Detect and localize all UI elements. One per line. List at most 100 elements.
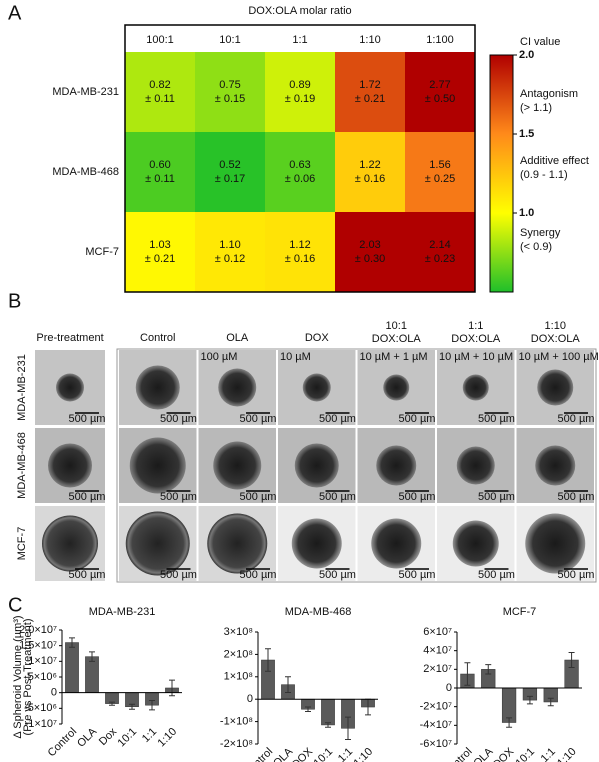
scale-bar-label: 500 µm	[69, 413, 106, 425]
y-tick-label: 0	[446, 682, 452, 694]
heat-cell	[265, 52, 335, 132]
y-tick-label: -6×10⁷	[420, 738, 452, 750]
x-tick-label: 1:10	[156, 726, 180, 750]
cell-error: ± 0.21	[145, 253, 176, 265]
scale-bar-label: 500 µm	[240, 413, 277, 425]
y-tick-label: 2.0×10⁷	[19, 624, 57, 636]
error-bar	[169, 679, 175, 697]
column-label: 1:10	[359, 34, 380, 46]
spheroid	[535, 445, 576, 486]
error-bar	[89, 651, 95, 662]
cell-value: 1.12	[289, 239, 310, 251]
x-tick-label: 1:10	[352, 746, 376, 762]
colorbar-annotation: Antagonism	[520, 88, 578, 100]
heat-cell	[405, 212, 475, 292]
spheroid	[129, 437, 186, 494]
row-label: MCF-7	[85, 246, 119, 258]
y-axis-label: Δ Spheroid Volume (µm³)	[12, 615, 24, 738]
spheroid	[525, 513, 586, 574]
spheroid	[207, 513, 268, 574]
error-bar	[265, 648, 271, 672]
chart-title: MDA-MB-468	[285, 606, 352, 618]
x-tick-label: 10:1	[312, 746, 336, 762]
cell-error: ± 0.17	[215, 173, 246, 185]
cell-error: ± 0.19	[285, 93, 316, 105]
scale-bar-label: 500 µm	[240, 491, 277, 503]
row-header: MDA-MB-231	[16, 354, 28, 421]
cell-value: 0.82	[149, 79, 170, 91]
cell-value: 0.52	[219, 159, 240, 171]
colorbar-annotation: (< 0.9)	[520, 241, 552, 253]
error-bar	[485, 664, 492, 675]
dose-label: 10 µM + 1 µM	[360, 351, 428, 363]
spheroid	[125, 511, 190, 576]
scale-bar-label: 500 µm	[319, 569, 356, 581]
panel-label: B	[8, 290, 21, 312]
spheroid	[537, 369, 574, 406]
column-header: Control	[140, 332, 175, 344]
cell-value: 0.75	[219, 79, 240, 91]
column-header: OLA	[226, 332, 249, 344]
heat-cell	[335, 212, 405, 292]
dose-label: 10 µM + 10 µM	[439, 351, 513, 363]
scale-bar-label: 500 µm	[160, 491, 197, 503]
colorbar	[489, 54, 514, 293]
scale-bar-label: 500 µm	[160, 569, 197, 581]
cell-error: ± 0.30	[355, 253, 386, 265]
cell-error: ± 0.25	[425, 173, 456, 185]
spheroid	[218, 368, 257, 407]
y-axis-label: (Pre vs Post-Treatment)	[22, 619, 34, 736]
heat-cell	[265, 132, 335, 212]
error-bar	[69, 637, 75, 648]
x-tick-label: OLA	[75, 725, 100, 750]
scale-bar-label: 500 µm	[69, 491, 106, 503]
heat-cell	[335, 52, 405, 132]
column-label: 1:1	[292, 34, 307, 46]
heat-cell	[195, 212, 265, 292]
error-bar	[526, 695, 533, 705]
scale-bar-label: 500 µm	[399, 491, 436, 503]
error-bar	[345, 716, 351, 741]
y-tick-label: 1×10⁷	[28, 655, 57, 667]
y-tick-label: -2×10⁸	[220, 738, 253, 750]
y-tick-label: -1×10⁷	[25, 718, 57, 730]
spheroid	[376, 445, 417, 486]
y-tick-label: 0	[247, 693, 253, 705]
scale-bar-label: 500 µm	[160, 413, 197, 425]
error-bar	[149, 700, 155, 711]
column-header: DOX:OLA	[372, 333, 422, 345]
y-tick-label: 0	[51, 687, 57, 699]
y-tick-label: 2×10⁷	[423, 663, 452, 675]
scale-bar-label: 500 µm	[240, 569, 277, 581]
panel-label: A	[8, 2, 22, 24]
cell-value: 2.03	[359, 239, 380, 251]
heatmap-frame	[124, 24, 476, 293]
cell-value: 2.77	[429, 79, 450, 91]
y-tick-label: 1×10⁸	[224, 671, 253, 683]
y-tick-label: 5×10⁶	[28, 671, 57, 683]
colorbar-annotation: (0.9 - 1.1)	[520, 169, 568, 181]
x-tick-label: 10:1	[116, 726, 140, 750]
row-label: MDA-MB-468	[52, 166, 119, 178]
cell-value: 2.14	[429, 239, 450, 251]
spheroid	[302, 373, 331, 402]
colorbar-title: CI value	[520, 36, 560, 48]
bar	[85, 656, 99, 693]
scale-bar-label: 500 µm	[319, 491, 356, 503]
cell-error: ± 0.15	[215, 93, 246, 105]
column-label: 1:100	[426, 34, 454, 46]
error-bar	[305, 706, 311, 713]
spheroid	[371, 518, 422, 569]
error-bar	[547, 697, 554, 707]
y-tick-label: 1.5×10⁷	[19, 640, 57, 652]
heat-cell	[265, 212, 335, 292]
scale-bar-label: 500 µm	[399, 569, 436, 581]
cell-value: 1.10	[219, 239, 240, 251]
chart-title: DOX:OLA molar ratio	[248, 5, 351, 17]
y-tick-label: -2×10⁷	[420, 701, 452, 713]
bar	[65, 642, 79, 693]
cell-error: ± 0.06	[285, 173, 316, 185]
column-header: 10:1	[386, 320, 407, 332]
dose-label: 10 µM + 100 µM	[519, 351, 599, 363]
